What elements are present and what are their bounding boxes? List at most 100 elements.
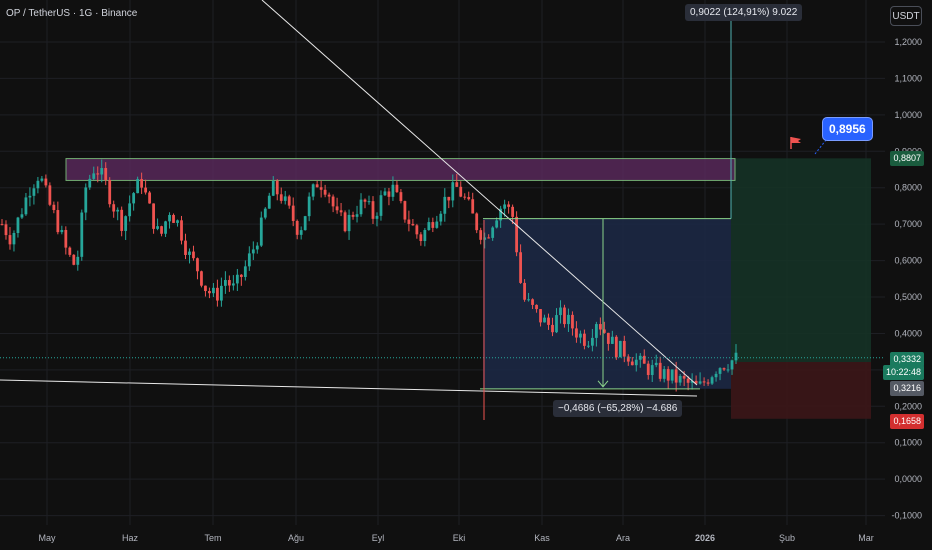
candle-body — [172, 214, 175, 223]
candle-body — [136, 179, 140, 194]
drawing-zones[interactable] — [65, 158, 871, 419]
candle-body — [24, 197, 28, 215]
candle-body — [188, 251, 191, 255]
candle-body — [339, 210, 343, 213]
candle-body — [243, 266, 247, 277]
candle-body — [36, 180, 40, 189]
candle-body — [686, 378, 690, 383]
candle-body — [519, 252, 522, 283]
candle-body — [192, 251, 195, 259]
time-axis[interactable]: May Haz Tem Ağu Eyl Eki Kas Ara 2026 Şub Mar — [38, 533, 873, 543]
drawing-lines[interactable] — [0, 0, 885, 420]
candle-body — [598, 324, 602, 330]
symbol-title[interactable]: OP / TetherUS · 1G · Binance — [6, 8, 138, 19]
candle-body — [12, 233, 16, 245]
candle-body — [208, 291, 211, 294]
candle-body — [594, 324, 598, 338]
candle-body — [271, 180, 275, 196]
candle-body — [287, 196, 291, 206]
candle-body — [351, 214, 355, 217]
candle-body — [355, 214, 359, 217]
candle-body — [283, 196, 287, 201]
candle-body — [255, 245, 259, 250]
candle-body — [563, 307, 566, 325]
candle-body — [96, 173, 100, 175]
candle-body — [4, 224, 8, 236]
candle-body — [124, 216, 128, 231]
candle-body — [387, 191, 391, 197]
flag-icon[interactable] — [789, 136, 803, 150]
resistance-zone — [65, 158, 736, 181]
candle-body — [650, 365, 654, 375]
target-zone — [731, 158, 871, 363]
candle-body — [579, 333, 582, 338]
candle-body — [160, 226, 163, 234]
candle-body — [76, 256, 80, 265]
candle-body — [239, 274, 243, 277]
candle-body — [371, 201, 375, 219]
candle-body — [196, 258, 199, 272]
candle-body — [447, 196, 451, 201]
candle-body — [467, 197, 471, 200]
y-tick-label: 0,0000 — [894, 474, 922, 484]
last-price-tag: 0,3332 — [890, 352, 924, 367]
y-tick-label: -0,1000 — [891, 511, 922, 521]
price-axis[interactable]: 1,20001,10001,00000,90000,80000,70000,60… — [891, 37, 922, 521]
candle-body — [710, 377, 714, 384]
candle-body — [391, 184, 395, 197]
candle-body — [523, 282, 526, 300]
candle-body — [419, 234, 423, 242]
x-tick-label: Mar — [858, 533, 874, 543]
candle-body — [60, 229, 64, 233]
candlesticks — [0, 159, 738, 392]
candle-body — [499, 208, 503, 221]
candle-body — [148, 192, 151, 204]
candle-body — [431, 222, 435, 228]
candle-body — [610, 336, 614, 344]
candle-body — [16, 217, 20, 234]
candle-body — [184, 240, 187, 255]
candle-body — [455, 182, 459, 187]
candle-body — [543, 317, 546, 323]
candle-body — [56, 210, 60, 233]
candle-body — [682, 376, 686, 379]
candle-body — [583, 333, 586, 346]
candle-body — [698, 381, 702, 384]
candle-body — [539, 309, 542, 323]
candle-body — [642, 355, 646, 364]
candle-body — [20, 214, 24, 218]
y-tick-label: 0,4000 — [894, 328, 922, 338]
candle-body — [706, 382, 710, 384]
candle-body — [730, 360, 734, 370]
candle-body — [427, 222, 431, 231]
candle-body — [395, 184, 399, 193]
candle-body — [670, 369, 674, 381]
candle-body — [567, 314, 570, 325]
candle-body — [622, 340, 626, 357]
candle-body — [423, 230, 427, 242]
y-tick-label: 0,8000 — [894, 183, 922, 193]
measure-arrowhead — [597, 380, 609, 388]
candle-body — [535, 304, 538, 310]
candle-body — [307, 196, 311, 217]
y-tick-label: 1,2000 — [894, 37, 922, 47]
candle-body — [52, 204, 56, 211]
candle-body — [495, 220, 499, 228]
price-callout[interactable]: 0,8956 — [822, 117, 873, 141]
countdown-tag: 10:22:48 — [882, 365, 924, 380]
candle-body — [559, 307, 562, 316]
candle-body — [359, 199, 363, 215]
candle-body — [614, 336, 618, 358]
candle-body — [678, 376, 682, 383]
candle-body — [439, 213, 443, 222]
candle-body — [331, 196, 335, 207]
currency-button[interactable]: USDT — [890, 6, 922, 26]
candle-body — [347, 214, 351, 232]
candle-body — [64, 229, 68, 248]
entry-price-tag: 0,3216 — [890, 381, 924, 396]
candle-body — [690, 380, 694, 383]
candle-body — [279, 194, 283, 201]
x-tick-label: Ağu — [288, 533, 304, 543]
y-tick-label: 0,5000 — [894, 292, 922, 302]
